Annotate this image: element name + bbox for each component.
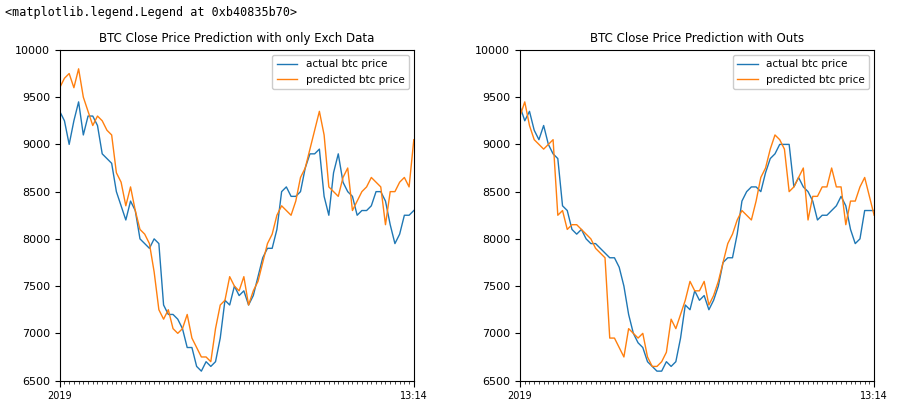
actual btc price bbox=[181, 345, 192, 350]
predicted btc price bbox=[346, 208, 357, 213]
actual btc price bbox=[651, 369, 662, 374]
actual btc price bbox=[637, 345, 648, 350]
actual btc price bbox=[92, 123, 103, 128]
actual btc price bbox=[755, 189, 766, 194]
predicted btc price bbox=[552, 213, 563, 218]
Title: BTC Close Price Prediction with Outs: BTC Close Price Prediction with Outs bbox=[589, 32, 804, 45]
actual btc price bbox=[247, 293, 258, 298]
actual btc price bbox=[196, 369, 207, 374]
predicted btc price bbox=[868, 213, 879, 218]
actual btc price bbox=[703, 307, 713, 312]
Line: predicted btc price: predicted btc price bbox=[520, 102, 873, 366]
predicted btc price bbox=[73, 66, 84, 71]
predicted btc price bbox=[641, 354, 652, 359]
predicted btc price bbox=[299, 166, 310, 171]
actual btc price bbox=[54, 109, 65, 114]
predicted btc price bbox=[750, 198, 760, 203]
Legend: actual btc price, predicted btc price: actual btc price, predicted btc price bbox=[732, 55, 868, 89]
actual btc price bbox=[408, 208, 419, 213]
predicted btc price bbox=[290, 198, 301, 203]
predicted btc price bbox=[707, 293, 718, 298]
predicted btc price bbox=[181, 312, 192, 317]
Title: BTC Close Price Prediction with only Exch Data: BTC Close Price Prediction with only Exc… bbox=[99, 32, 374, 45]
predicted btc price bbox=[247, 288, 258, 293]
predicted btc price bbox=[646, 364, 657, 369]
predicted btc price bbox=[519, 99, 529, 104]
actual btc price bbox=[745, 184, 756, 189]
Text: <matplotlib.legend.Legend at 0xb40835b70>: <matplotlib.legend.Legend at 0xb40835b70… bbox=[5, 6, 297, 19]
Line: actual btc price: actual btc price bbox=[520, 106, 873, 371]
Legend: actual btc price, predicted btc price: actual btc price, predicted btc price bbox=[272, 55, 408, 89]
actual btc price bbox=[290, 194, 301, 199]
actual btc price bbox=[868, 208, 879, 213]
predicted btc price bbox=[205, 359, 216, 364]
actual btc price bbox=[514, 104, 525, 109]
actual btc price bbox=[547, 151, 557, 156]
Line: actual btc price: actual btc price bbox=[60, 102, 413, 371]
predicted btc price bbox=[92, 114, 103, 119]
predicted btc price bbox=[408, 137, 419, 142]
predicted btc price bbox=[806, 194, 817, 199]
predicted btc price bbox=[54, 85, 65, 90]
Line: predicted btc price: predicted btc price bbox=[60, 69, 413, 362]
predicted btc price bbox=[759, 166, 770, 171]
actual btc price bbox=[73, 99, 84, 104]
actual btc price bbox=[346, 194, 357, 199]
predicted btc price bbox=[514, 114, 525, 119]
actual btc price bbox=[802, 189, 813, 194]
actual btc price bbox=[299, 166, 310, 171]
